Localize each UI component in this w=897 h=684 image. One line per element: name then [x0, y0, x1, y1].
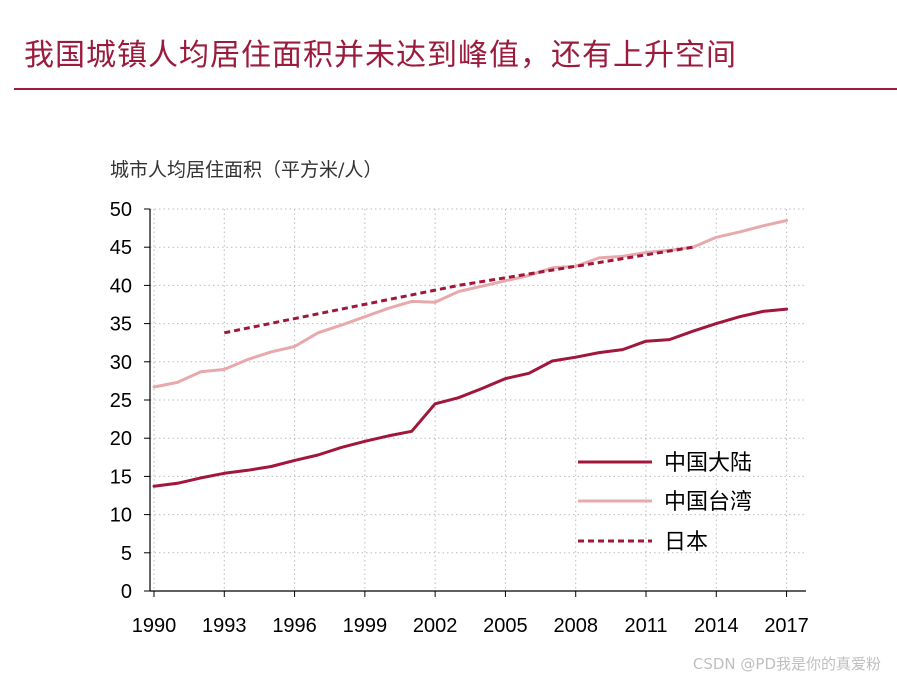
legend-label-japan: 日本 [664, 530, 708, 555]
x-tick-label: 1996 [272, 615, 317, 637]
y-tick-label: 45 [110, 237, 132, 259]
x-tick-label: 1990 [132, 615, 177, 637]
y-tick-label: 25 [110, 390, 132, 412]
y-tick-label: 40 [110, 275, 132, 297]
y-tick-label: 30 [110, 352, 132, 374]
legend-label-taiwan: 中国台湾 [664, 490, 752, 515]
y-tick-label: 20 [110, 428, 132, 450]
x-tick-label: 1999 [343, 615, 388, 637]
title-divider [14, 88, 897, 90]
series-line-mainland [152, 307, 789, 488]
y-tick-label: 35 [110, 314, 132, 336]
y-tick-label: 15 [110, 466, 132, 488]
y-tick-label: 0 [121, 581, 132, 603]
page-title: 我国城镇人均居住面积并未达到峰值，还有上升空间 [24, 38, 737, 73]
watermark: CSDN @PD我是你的真爱粉 [692, 655, 881, 673]
x-tick-label: 1993 [202, 615, 247, 637]
x-tick-label: 2005 [483, 615, 528, 637]
x-tick-label: 2011 [624, 615, 667, 637]
y-tick-label: 10 [110, 505, 132, 527]
y-tick-label: 50 [110, 199, 132, 221]
x-tick-label: 2014 [694, 615, 739, 637]
x-tick-label: 2002 [413, 615, 458, 637]
y-tick-label: 5 [121, 543, 132, 565]
x-tick-label: 2017 [764, 615, 809, 637]
x-tick-label: 2008 [553, 615, 598, 637]
legend-label-mainland: 中国大陆 [664, 451, 752, 476]
y-axis-label: 城市人均居住面积（平方米/人） [110, 159, 382, 181]
